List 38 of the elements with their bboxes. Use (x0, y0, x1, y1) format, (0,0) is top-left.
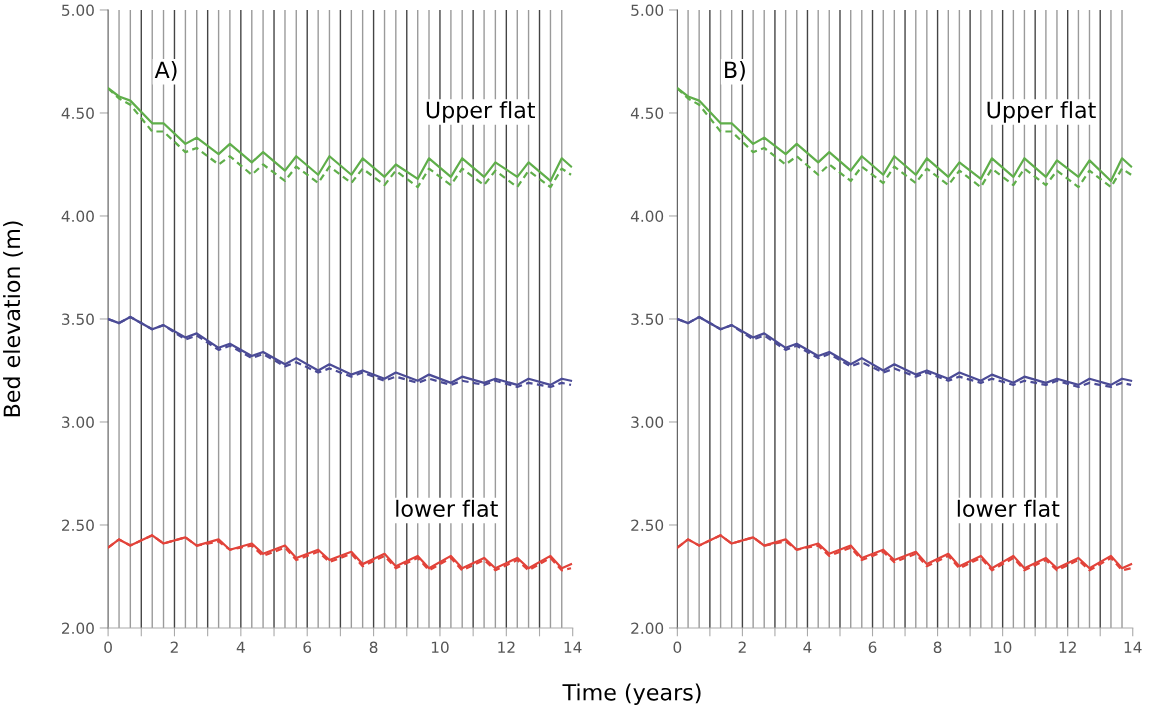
x-tick-label: 10 (994, 641, 1012, 653)
x-tick-label: 0 (673, 641, 682, 653)
x-tick-label: 12 (1059, 641, 1076, 653)
x-tick-label: 8 (369, 641, 378, 653)
annotation: Upper flat (426, 101, 535, 123)
x-axis-title: Time (years) (562, 683, 701, 705)
annotation: lower flat (396, 499, 498, 518)
x-tick-label: 14 (564, 641, 582, 653)
x-tick-label: 2 (738, 641, 746, 653)
annotation: lower flat (957, 499, 1060, 518)
y-tick-label: 3.00 (62, 416, 94, 428)
x-tick-label: 4 (803, 641, 812, 653)
y-axis-title: Bed elevation (m) (3, 221, 23, 417)
y-tick-label: 3.50 (631, 313, 664, 325)
y-tick-label: 4.50 (630, 107, 664, 119)
annotation: Upper flat (987, 101, 1096, 123)
y-tick-label: 4.00 (630, 210, 664, 222)
x-tick-label: 6 (303, 641, 312, 653)
y-tick-label: 2.50 (631, 519, 664, 531)
annotation: B) (725, 61, 745, 81)
y-tick-label: 2.00 (62, 622, 94, 635)
y-tick-label: 3.00 (631, 416, 664, 428)
y-tick-label: 4.00 (61, 210, 94, 222)
x-tick-label: 8 (933, 641, 942, 653)
y-tick-label: 3.50 (62, 313, 94, 325)
x-tick-label: 0 (104, 641, 112, 653)
y-tick-label: 5.00 (631, 4, 664, 16)
y-tick-label: 2.00 (631, 622, 664, 635)
x-tick-label: 6 (868, 641, 877, 653)
x-tick-label: 14 (1124, 641, 1142, 653)
y-tick-label: 2.50 (62, 519, 94, 531)
y-tick-label: 5.00 (62, 4, 94, 16)
y-tick-label: 4.50 (61, 107, 94, 119)
x-tick-label: 2 (170, 641, 178, 653)
annotation: A) (154, 61, 177, 81)
x-tick-label: 10 (431, 641, 449, 653)
x-tick-label: 4 (236, 641, 245, 653)
x-tick-label: 12 (498, 641, 515, 653)
